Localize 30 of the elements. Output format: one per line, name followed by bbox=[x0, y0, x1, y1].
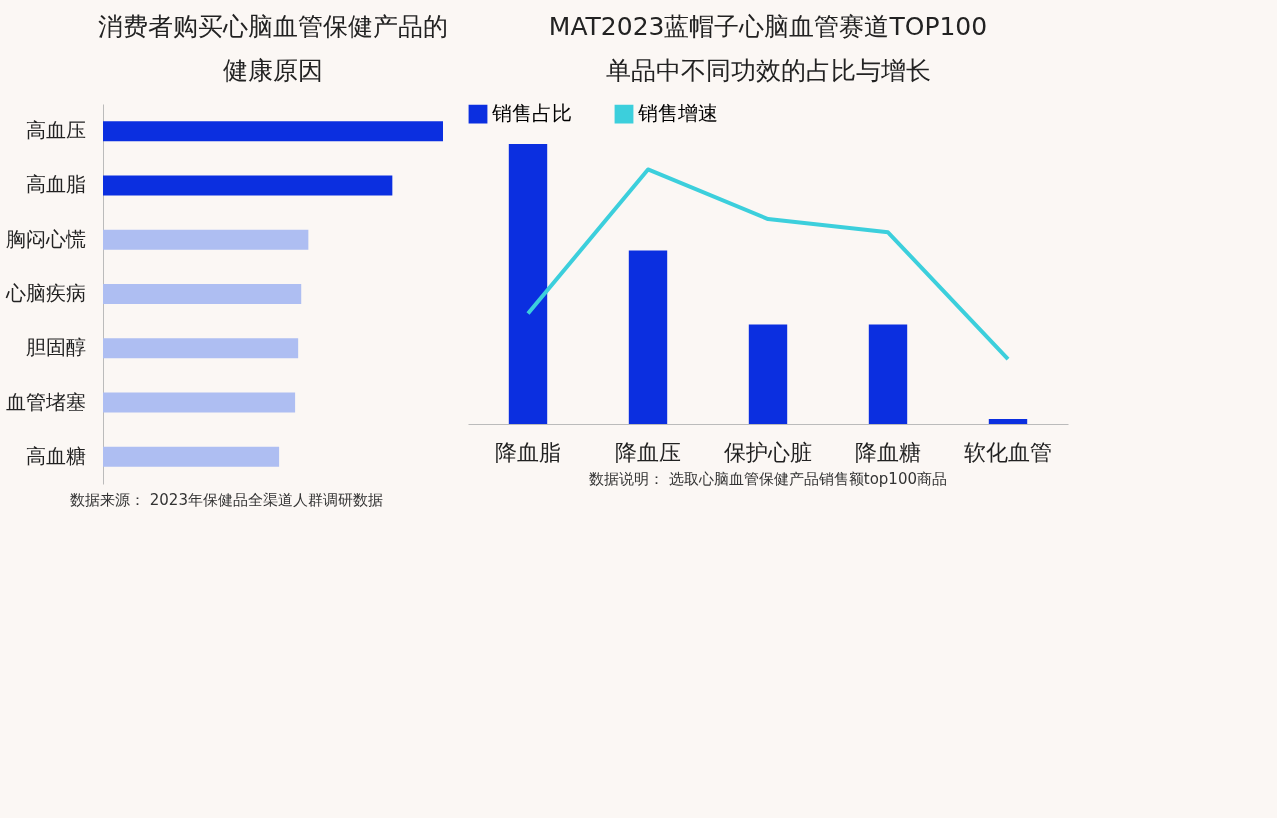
chart-title: 消费者购买心脑血管保健产品的健康原因 bbox=[98, 12, 448, 85]
bar bbox=[748, 324, 788, 424]
bar bbox=[103, 121, 443, 142]
y-tick-label: 高血脂 bbox=[25, 172, 86, 197]
bar bbox=[103, 392, 296, 413]
y-tick-label: 心脑疾病 bbox=[4, 281, 86, 305]
chart-title: MAT2023蓝帽子心脑血管赛道TOP100单品中不同功效的占比与增长 bbox=[548, 12, 988, 85]
y-tick-label: 胆固醇 bbox=[25, 335, 86, 360]
text: 数据说明： 选取心脑血管保健产品销售额top100商品 bbox=[589, 470, 947, 489]
bar bbox=[508, 144, 548, 424]
x-tick-label: 降血脂 bbox=[495, 439, 561, 465]
x-tick-label: 降血压 bbox=[615, 439, 681, 465]
bar bbox=[103, 229, 309, 250]
bar bbox=[868, 324, 908, 424]
legend-label: 销售增速 bbox=[637, 101, 718, 126]
y-tick-label: 胸闷心慌 bbox=[5, 226, 86, 251]
y-tick-label: 血管堵塞 bbox=[5, 389, 86, 414]
x-tick-label: 降血糖 bbox=[855, 439, 921, 465]
bar bbox=[103, 175, 393, 196]
source-note: 数据来源： 2023年保健品全渠道人群调研数据 bbox=[70, 491, 383, 510]
x-tick-label: 保护心脏 bbox=[724, 439, 812, 465]
bar bbox=[103, 284, 302, 304]
x-tick-label: 软化血管 bbox=[964, 439, 1052, 465]
bar bbox=[988, 418, 1028, 424]
bar bbox=[628, 250, 668, 424]
y-tick-label: 高血压 bbox=[25, 118, 86, 143]
legend-label: 销售占比 bbox=[491, 101, 572, 126]
y-tick-label: 高血糖 bbox=[25, 443, 86, 468]
bar bbox=[103, 446, 280, 467]
bar bbox=[103, 338, 299, 359]
